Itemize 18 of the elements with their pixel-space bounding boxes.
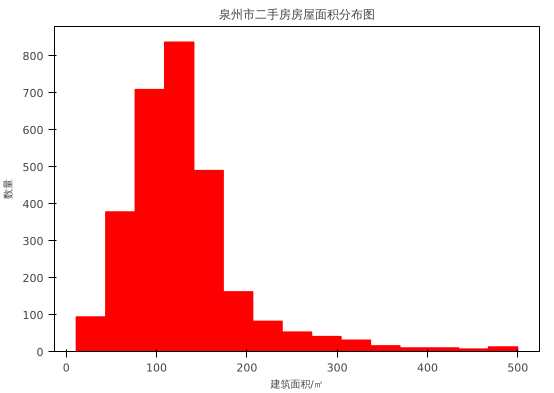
x-axis-title: 建筑面积/㎡ bbox=[269, 378, 324, 390]
x-tick-label: 400 bbox=[417, 362, 438, 374]
y-tick-label: 400 bbox=[22, 198, 44, 212]
x-tick-label: 500 bbox=[507, 362, 528, 374]
x-tick-label: 300 bbox=[326, 362, 348, 374]
y-tick-label: 100 bbox=[22, 309, 44, 322]
chart-title: 泉州市二手房房屋面积分布图 bbox=[219, 8, 375, 22]
x-tick-label: 100 bbox=[146, 362, 168, 374]
y-axis-title: 数量 bbox=[4, 179, 15, 199]
y-tick-label: 600 bbox=[22, 124, 44, 138]
y-tick-label: 500 bbox=[22, 161, 44, 174]
y-tick-label: 200 bbox=[22, 272, 44, 286]
x-tick-label: 200 bbox=[236, 362, 258, 374]
y-tick-label: 0 bbox=[36, 346, 44, 359]
y-tick-label: 800 bbox=[22, 50, 44, 64]
y-tick-label: 700 bbox=[22, 87, 44, 100]
x-tick-label: 0 bbox=[62, 362, 70, 374]
y-tick-label: 300 bbox=[22, 235, 44, 248]
